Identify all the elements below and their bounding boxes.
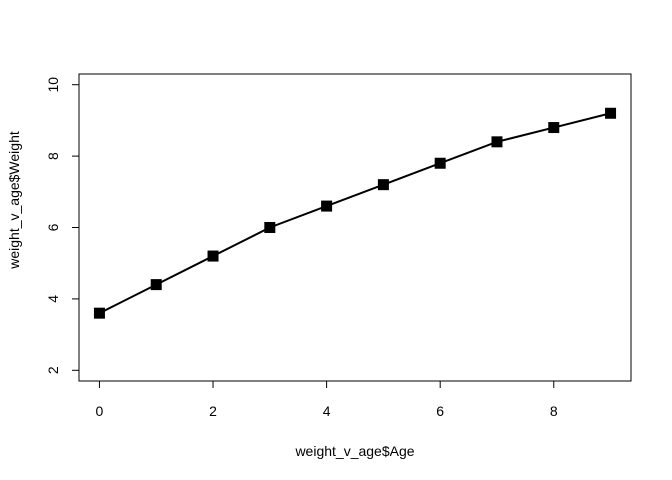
data-point: [93, 307, 105, 319]
x-tick-label: 2: [209, 403, 217, 419]
y-axis-label: weight_v_age$Weight: [6, 131, 22, 270]
data-point: [548, 122, 560, 134]
x-tick-label: 4: [323, 403, 331, 419]
y-tick-label: 6: [45, 223, 61, 231]
y-tick-label: 4: [45, 295, 61, 303]
x-axis-label: weight_v_age$Age: [294, 443, 414, 459]
series-line: [98, 112, 611, 315]
y-axis: 2 4 6 8 10: [45, 77, 80, 374]
data-point: [264, 222, 276, 233]
data-point: [605, 107, 617, 119]
data-points: [93, 107, 617, 319]
x-tick-label: 6: [436, 403, 444, 419]
data-point: [434, 157, 446, 169]
data-point: [321, 200, 333, 212]
data-point: [207, 250, 219, 262]
y-tick-label: 10: [45, 77, 61, 93]
x-tick-label: 8: [550, 403, 558, 419]
data-point: [150, 279, 162, 291]
y-tick-label: 8: [45, 152, 61, 160]
x-tick-label: 0: [96, 403, 104, 419]
x-axis: 0 2 4 6 8: [96, 380, 558, 419]
plot-frame: [78, 73, 632, 382]
data-point: [377, 179, 389, 191]
y-tick-label: 2: [45, 366, 61, 374]
data-point: [491, 136, 503, 148]
